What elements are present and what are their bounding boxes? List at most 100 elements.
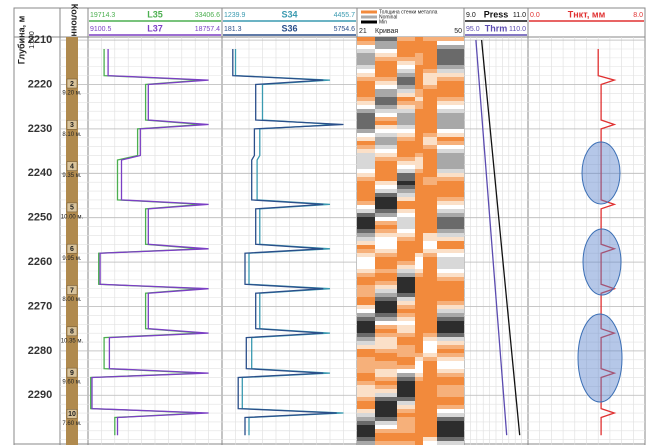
image-strip xyxy=(415,269,423,273)
curve-name: S34 xyxy=(281,9,297,19)
image-strip xyxy=(397,369,415,373)
image-strip xyxy=(423,229,437,233)
image-strip xyxy=(423,65,437,69)
image-strip xyxy=(437,173,464,177)
image-strip xyxy=(397,81,415,85)
image-strip xyxy=(437,233,464,237)
image-strip xyxy=(437,433,464,437)
image-strip xyxy=(437,329,464,333)
image-strip xyxy=(375,401,397,405)
image-strip xyxy=(423,317,437,321)
image-strip xyxy=(423,85,437,89)
image-strip xyxy=(357,393,375,397)
image-strip xyxy=(415,145,423,149)
image-strip xyxy=(423,97,437,101)
defect-highlight xyxy=(581,141,621,205)
column-length: 7.60 м. xyxy=(62,421,81,427)
image-strip xyxy=(397,205,415,209)
image-strip xyxy=(415,437,423,441)
image-strip xyxy=(423,257,437,261)
image-strip xyxy=(437,385,464,389)
image-strip xyxy=(415,349,423,353)
image-strip xyxy=(397,337,415,341)
image-strip xyxy=(437,401,464,405)
image-strip xyxy=(375,121,397,125)
image-strip xyxy=(415,169,423,173)
image-strip xyxy=(397,229,415,233)
image-strip xyxy=(423,129,437,133)
image-strip xyxy=(437,45,464,49)
column-box xyxy=(66,285,78,295)
image-strip xyxy=(357,109,375,113)
image-strip xyxy=(397,141,415,145)
image-strip xyxy=(415,201,423,205)
image-strip xyxy=(397,417,415,421)
image-strip xyxy=(357,69,375,73)
image-strip xyxy=(397,41,415,45)
image-strip xyxy=(415,73,423,77)
image-strip xyxy=(375,225,397,229)
image-strip xyxy=(397,321,415,325)
image-strip xyxy=(423,245,437,249)
image-strip xyxy=(397,293,415,297)
image-strip xyxy=(437,189,464,193)
image-strip xyxy=(415,53,423,57)
image-strip xyxy=(423,225,437,229)
image-strip xyxy=(375,37,397,41)
image-strip xyxy=(375,245,397,249)
image-strip xyxy=(423,373,437,377)
image-strip xyxy=(357,225,375,229)
image-strip xyxy=(375,421,397,425)
image-strip xyxy=(357,189,375,193)
image-strip xyxy=(437,149,464,153)
curve-name: Press xyxy=(484,9,509,19)
image-strip xyxy=(423,109,437,113)
image-strip xyxy=(375,405,397,409)
image-strip xyxy=(375,381,397,385)
image-strip xyxy=(397,57,415,61)
image-strip xyxy=(375,133,397,137)
image-strip xyxy=(437,393,464,397)
image-strip xyxy=(437,345,464,349)
column-box xyxy=(66,409,78,419)
image-strip xyxy=(423,209,437,213)
image-strip xyxy=(357,85,375,89)
image-strip xyxy=(357,137,375,141)
image-strip xyxy=(375,145,397,149)
column-box xyxy=(66,161,78,171)
image-strip xyxy=(357,141,375,145)
image-strip xyxy=(437,253,464,257)
image-strip xyxy=(423,405,437,409)
image-strip xyxy=(357,261,375,265)
image-strip xyxy=(375,81,397,85)
image-strip xyxy=(423,181,437,185)
column-number: 7 xyxy=(70,287,74,294)
image-strip xyxy=(415,189,423,193)
image-strip xyxy=(415,405,423,409)
image-strip xyxy=(423,321,437,325)
image-strip xyxy=(357,389,375,393)
image-strip xyxy=(375,125,397,129)
image-strip xyxy=(357,133,375,137)
image-strip xyxy=(397,421,415,425)
image-strip xyxy=(437,365,464,369)
image-strip xyxy=(357,317,375,321)
image-strip xyxy=(357,365,375,369)
image-strip xyxy=(375,373,397,377)
image-strip xyxy=(437,209,464,213)
image-strip xyxy=(437,237,464,241)
image-strip xyxy=(375,265,397,269)
depth-label: 2230 xyxy=(28,123,52,135)
image-strip xyxy=(415,341,423,345)
image-strip xyxy=(357,381,375,385)
image-strip xyxy=(397,193,415,197)
image-strip xyxy=(423,141,437,145)
image-strip xyxy=(375,229,397,233)
image-strip xyxy=(423,165,437,169)
image-strip xyxy=(415,317,423,321)
depth-label: 2220 xyxy=(28,78,52,90)
image-strip xyxy=(357,101,375,105)
image-strip xyxy=(437,245,464,249)
column-box xyxy=(66,367,78,378)
image-strip xyxy=(357,181,375,185)
